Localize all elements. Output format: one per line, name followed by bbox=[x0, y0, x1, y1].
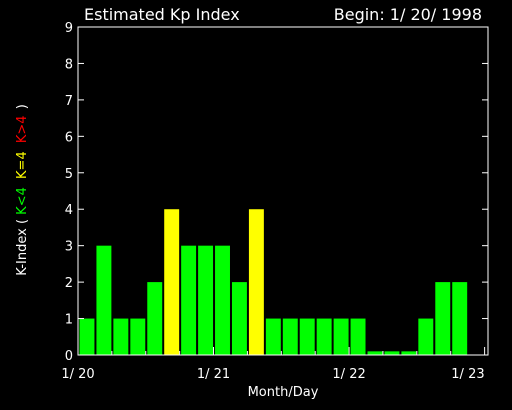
y-tick-label: 7 bbox=[65, 94, 73, 109]
y-axis-label-suffix: ) bbox=[15, 104, 30, 109]
y-tick-label: 9 bbox=[65, 21, 73, 36]
kp-bar bbox=[316, 318, 332, 355]
kp-bar bbox=[367, 351, 383, 355]
svg-text:K-Index ( K<4 K=4: K-Index ( K<4 K=4 K>4 ) bbox=[15, 104, 30, 276]
x-tick-label: 1/ 22 bbox=[332, 367, 365, 382]
kp-bar bbox=[79, 318, 95, 355]
y-tick-label: 8 bbox=[65, 57, 73, 72]
kp-bar bbox=[164, 209, 180, 355]
x-tick-label: 1/ 21 bbox=[197, 367, 230, 382]
kp-bar bbox=[181, 245, 197, 355]
x-tick-label: 1/ 23 bbox=[451, 367, 484, 382]
kp-bar bbox=[113, 318, 129, 355]
kp-bar bbox=[96, 245, 112, 355]
y-tick-label: 4 bbox=[65, 203, 73, 218]
y-axis-label-high: K>4 bbox=[15, 115, 30, 143]
kp-bar bbox=[350, 318, 366, 355]
x-tick-label: 1/ 20 bbox=[61, 367, 94, 382]
kp-bar bbox=[231, 282, 247, 355]
kp-bar bbox=[299, 318, 315, 355]
y-axis-label-mid: K=4 bbox=[15, 151, 30, 179]
y-tick-label: 5 bbox=[65, 167, 73, 182]
y-tick-label: 2 bbox=[65, 276, 73, 291]
kp-bar bbox=[384, 351, 400, 355]
y-axis-label-prefix: K-Index ( bbox=[15, 219, 30, 276]
kp-bar bbox=[248, 209, 264, 355]
kp-bar bbox=[452, 282, 468, 355]
chart-title: Estimated Kp Index bbox=[84, 5, 240, 24]
y-tick-label: 1 bbox=[65, 313, 73, 328]
kp-bar bbox=[435, 282, 451, 355]
kp-bar bbox=[130, 318, 146, 355]
y-axis-label: K-Index ( K<4 K=4 K>4 ) bbox=[15, 104, 30, 276]
plot-frame bbox=[77, 26, 489, 356]
kp-bar bbox=[333, 318, 349, 355]
begin-date-label: Begin: 1/ 20/ 1998 bbox=[334, 5, 482, 24]
kp-bar bbox=[418, 318, 434, 355]
y-tick-label: 3 bbox=[65, 240, 73, 255]
kp-bar bbox=[282, 318, 298, 355]
kp-bar bbox=[147, 282, 163, 355]
kp-bar bbox=[215, 245, 230, 355]
x-axis: 1/ 20 1/ 21 1/ 22 1/ 23 bbox=[61, 347, 486, 382]
x-axis-label: Month/Day bbox=[248, 385, 319, 400]
y-tick-label: 6 bbox=[65, 130, 73, 145]
y-tick-label: 0 bbox=[65, 349, 73, 364]
kp-bar bbox=[401, 351, 417, 355]
kp-bar bbox=[198, 245, 214, 355]
y-axis-label-low: K<4 bbox=[15, 187, 30, 215]
bars-group bbox=[79, 209, 468, 355]
kp-bar bbox=[265, 318, 281, 355]
